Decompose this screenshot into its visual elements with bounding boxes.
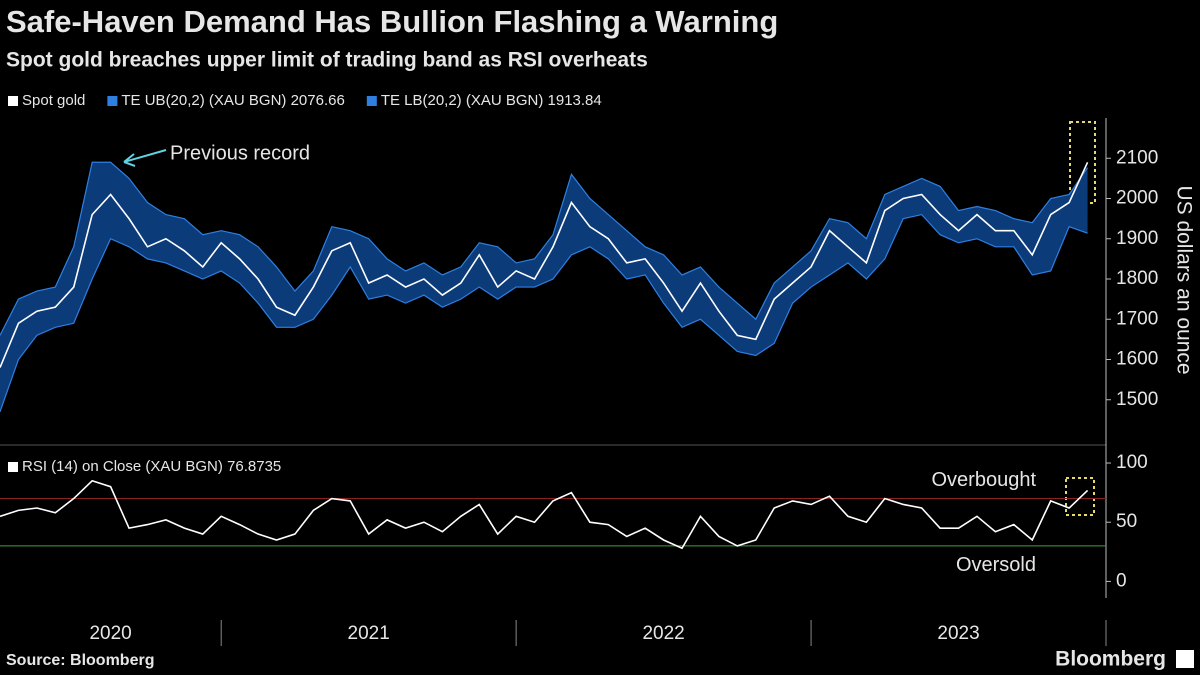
x-tick-label: 2022 [642,623,684,644]
legend-swatch [8,462,18,472]
legend-swatch [8,96,18,106]
series-line [0,161,1089,336]
y-axis-label: US dollars an ounce [1172,185,1195,374]
x-tick-label: 2023 [937,623,979,644]
y-tick-label: 1900 [1116,228,1158,249]
legend-label: RSI (14) on Close (XAU BGN) 76.8735 [22,458,281,475]
x-tick-label: 2020 [89,623,131,644]
series-line [0,213,1088,413]
highlight-box [1065,477,1095,516]
band-fill [0,162,1088,412]
legend-label: TE UB(20,2) (XAU BGN) 2076.66 [121,92,344,109]
reference-label: Oversold [956,554,1036,576]
annotation: Previous record [170,142,310,164]
y-tick-label: 1500 [1116,389,1158,410]
y-tick-label: 1600 [1116,349,1158,370]
legend-label: Spot gold [22,92,85,109]
y-tick-label: 100 [1116,452,1148,473]
legend-swatch [366,96,377,106]
series-line [0,479,1089,550]
legend-swatch [107,96,118,106]
y-tick-label: 1700 [1116,308,1158,329]
chart-subtitle: Spot gold breaches upper limit of tradin… [6,49,648,72]
x-tick-label: 2021 [348,623,390,644]
legend-label: TE LB(20,2) (XAU BGN) 1913.84 [381,92,602,109]
y-tick-label: 2000 [1116,188,1158,209]
series-line [0,161,1089,368]
y-tick-label: 0 [1116,570,1127,591]
y-tick-label: 2100 [1116,147,1158,168]
y-tick-label: 50 [1116,511,1137,532]
highlight-box [1069,121,1096,204]
logo: Bloomberg [1055,648,1166,671]
reference-label: Overbought [931,469,1036,491]
chart-title: Safe-Haven Demand Has Bullion Flashing a… [6,4,778,39]
annotation-arrow [123,149,167,167]
source: Source: Bloomberg [6,652,154,669]
logo-icon [1176,650,1194,668]
y-tick-label: 1800 [1116,268,1158,289]
